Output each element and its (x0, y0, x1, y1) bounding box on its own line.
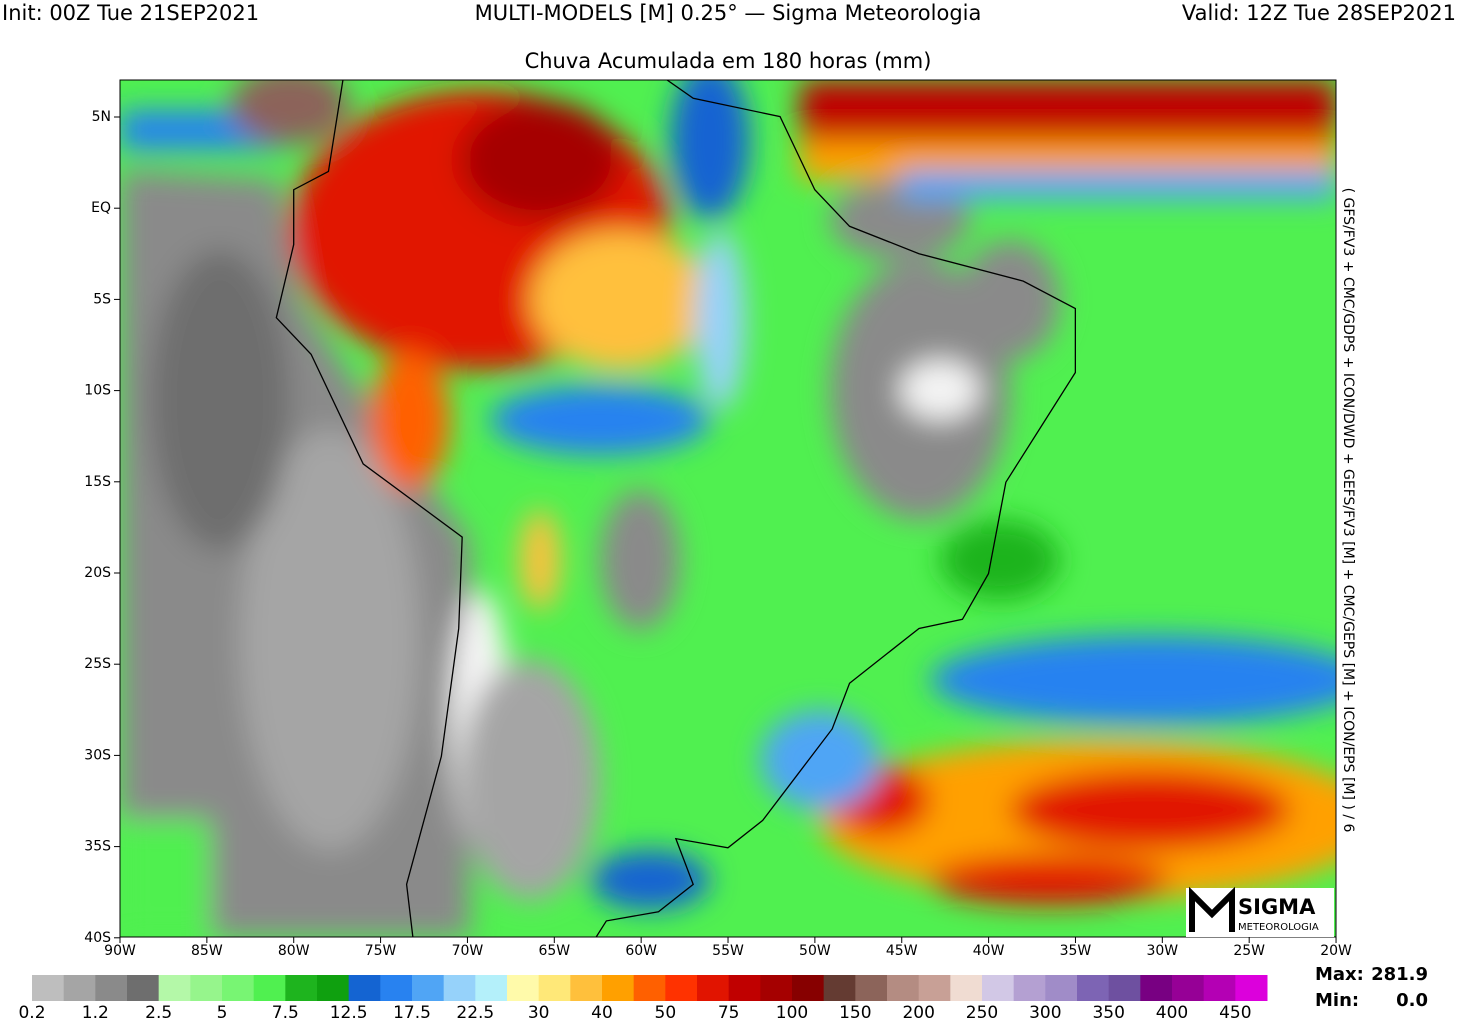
colorbar-swatch (443, 975, 476, 1001)
colorbar-swatch (570, 975, 603, 1001)
colorbar-swatch (475, 975, 508, 1001)
colorbar-swatch (95, 975, 128, 1001)
colorbar-swatch (982, 975, 1015, 1001)
side-note: ( GFS/FV3 + CMC/GDPS + ICON/DWD + GEFS/F… (1340, 188, 1356, 833)
colorbar-swatch (158, 975, 191, 1001)
colorbar-swatch (1203, 975, 1236, 1001)
colorbar-label: 30 (528, 1003, 550, 1022)
logo-name: SIGMA (1238, 895, 1316, 919)
models-text: MULTI-MODELS [M] 0.25° — Sigma Meteorolo… (475, 1, 982, 25)
lon-label: 20W (1320, 943, 1352, 959)
lat-label: 15S (84, 474, 111, 490)
colorbar-swatch (190, 975, 223, 1001)
lat-label: 25S (84, 656, 111, 672)
colorbar-swatch (63, 975, 96, 1001)
colorbar-label: 1.2 (82, 1003, 109, 1022)
lon-label: 85W (191, 943, 223, 959)
max-label: Max: (1315, 964, 1364, 985)
lat-label: 5S (93, 291, 111, 307)
colorbar-swatch (1013, 975, 1046, 1001)
coastline (275, 80, 1076, 937)
lat-label: EQ (91, 200, 111, 216)
colorbar-label: 450 (1219, 1003, 1251, 1022)
colorbar-label: 12.5 (330, 1003, 368, 1022)
lon-label: 25W (1233, 943, 1265, 959)
valid-text: Valid: 12Z Tue 28SEP2021 (1182, 1, 1456, 25)
lat-label: 5N (92, 109, 111, 125)
colorbar-label: 5 (217, 1003, 228, 1022)
colorbar-swatch (887, 975, 920, 1001)
colorbar-swatch (665, 975, 698, 1001)
colorbar-swatch (32, 975, 65, 1001)
colorbar-swatch (348, 975, 381, 1001)
colorbar-label: 100 (776, 1003, 808, 1022)
colorbar-label: 300 (1029, 1003, 1061, 1022)
lat-label: 40S (84, 930, 111, 946)
colorbar-label: 0.2 (18, 1003, 45, 1022)
colorbar-label: 2.5 (145, 1003, 172, 1022)
colorbar-label: 50 (655, 1003, 677, 1022)
colorbar-swatch (380, 975, 413, 1001)
lat-label: 10S (84, 383, 111, 399)
colorbar-label: 7.5 (272, 1003, 299, 1022)
lon-label: 90W (104, 943, 136, 959)
lon-label: 35W (1060, 943, 1092, 959)
colorbar-swatch (918, 975, 951, 1001)
colorbar-swatch (1235, 975, 1268, 1001)
colorbar-label: 200 (902, 1003, 934, 1022)
colorbar-swatch (507, 975, 540, 1001)
min-label: Min: (1315, 990, 1359, 1011)
colorbar-swatch (602, 975, 635, 1001)
colorbar-label: 22.5 (456, 1003, 494, 1022)
lon-label: 50W (799, 943, 831, 959)
colorbar-label: 40 (591, 1003, 613, 1022)
max-value: 281.9 (1371, 964, 1428, 985)
colorbar-swatch (823, 975, 856, 1001)
lon-label: 30W (1146, 943, 1178, 959)
colorbar-swatch (285, 975, 318, 1001)
lon-label: 80W (278, 943, 310, 959)
lat-label: 35S (84, 839, 111, 855)
lon-label: 40W (973, 943, 1005, 959)
colorbar-swatch (697, 975, 730, 1001)
lat-label: 30S (84, 747, 111, 763)
colorbar-swatch (317, 975, 350, 1001)
colorbar-swatch (633, 975, 666, 1001)
colorbar-swatch (760, 975, 793, 1001)
colorbar-swatch (1045, 975, 1078, 1001)
logo-sub: METEOROLOGIA (1238, 922, 1319, 933)
colorbar-swatch (127, 975, 160, 1001)
lon-label: 75W (365, 943, 397, 959)
lon-label: 45W (886, 943, 918, 959)
lat-label: 20S (84, 565, 111, 581)
colorbar-label: 350 (1092, 1003, 1124, 1022)
colorbar-swatch (728, 975, 761, 1001)
colorbar-swatch (222, 975, 255, 1001)
lon-label: 65W (538, 943, 570, 959)
colorbar-swatch (253, 975, 286, 1001)
colorbar-swatch (1077, 975, 1110, 1001)
colorbar-label: 250 (966, 1003, 998, 1022)
lon-label: 55W (712, 943, 744, 959)
colorbar-swatch (1172, 975, 1205, 1001)
colorbar-swatch (855, 975, 888, 1001)
colorbar-swatch (412, 975, 445, 1001)
lon-label: 70W (452, 943, 484, 959)
lon-label: 60W (625, 943, 657, 959)
colorbar-label: 75 (718, 1003, 740, 1022)
init-text: Init: 00Z Tue 21SEP2021 (2, 1, 259, 25)
min-value: 0.0 (1396, 990, 1428, 1011)
colorbar-swatch (1140, 975, 1173, 1001)
colorbar-swatch (1108, 975, 1141, 1001)
map-title: Chuva Acumulada em 180 horas (mm) (525, 49, 932, 73)
colorbar-label: 150 (839, 1003, 871, 1022)
colorbar-swatch (950, 975, 983, 1001)
colorbar-swatch (792, 975, 825, 1001)
precip-field (120, 80, 1336, 937)
logo-icon (1189, 886, 1235, 932)
colorbar-label: 17.5 (393, 1003, 431, 1022)
colorbar-label: 400 (1156, 1003, 1188, 1022)
colorbar-swatch (538, 975, 571, 1001)
